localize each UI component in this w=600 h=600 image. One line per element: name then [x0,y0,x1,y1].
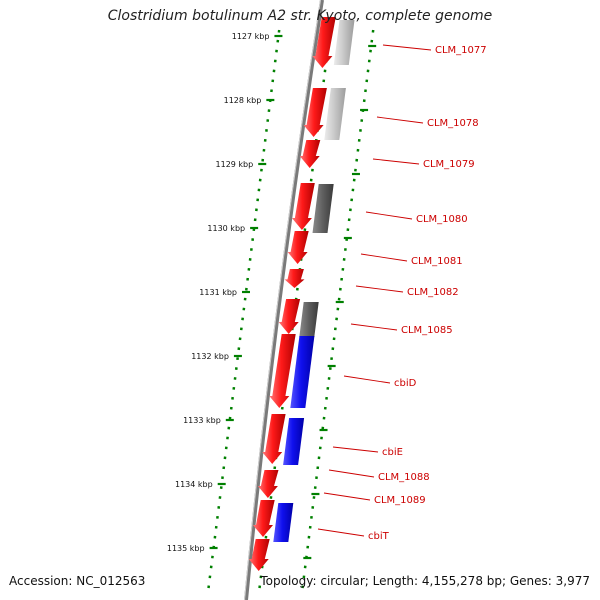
gene-arrow-clm-1077 [312,17,336,68]
gene-label: CLM_1089 [374,495,426,506]
label-leader-line [355,285,404,293]
gene-arrow-clm-1080 [291,183,315,230]
label-leader-line [317,528,365,537]
scale-tick-label: 1132 kbp [191,352,229,361]
partner-feature-light [333,20,355,65]
genome-title: Clostridium botulinum A2 str. Kyoto, com… [107,8,493,24]
label-leader-line [360,253,408,262]
label-leader-line [332,446,379,453]
scale-ticks: 1127 kbp 1128 kbp 1129 kbp 1130 kbp 1131 kbp… [167,32,377,560]
accession-text: Accession: NC_012563 [9,574,146,588]
gene-arrow-clm-1088 [257,470,279,498]
gene-arrow-cbit [248,539,270,571]
backbone-arc-highlight [244,0,321,600]
scale-tick-label: 1135 kbp [167,544,205,553]
gene-features [248,17,355,571]
dotted-track-inner-b [301,29,375,591]
gene-label: CLM_1078 [427,118,479,129]
backbone-arc [244,0,324,600]
label-leader-line [350,323,398,331]
label-leader-line [328,469,375,478]
partner-feature-light [324,88,346,140]
gene-label: cbiE [382,447,403,458]
gene-label: CLM_1079 [423,159,475,170]
topology-text: Topology: circular; Length: 4,155,278 bp… [260,574,590,588]
label-leader-line [323,492,371,501]
label-leader-line [365,211,413,220]
partner-feature-blue [273,503,294,542]
gene-label: CLM_1080 [416,214,468,225]
scale-tick-label: 1130 kbp [207,224,245,233]
gene-label: CLM_1085 [401,325,453,336]
partner-feature-dark [312,184,334,233]
gene-label: CLM_1077 [435,45,487,56]
scale-tick-label: 1134 kbp [175,480,213,489]
gene-arrow-clm-1079 [299,140,321,168]
gene-label: cbiT [368,531,390,542]
label-leader-line [382,44,432,51]
gene-label: cbiD [394,378,417,389]
label-leader-line [343,375,391,384]
dotted-track-outer [207,29,281,591]
gene-labels: CLM_1077 CLM_1078 CLM_1079 CLM_1080 CLM_1081… [317,44,487,542]
scale-tick-label: 1131 kbp [199,288,237,297]
partner-feature-blue [283,418,305,465]
gene-arrow-cbid [269,334,296,408]
label-leader-line [376,116,424,124]
gene-label: CLM_1082 [407,287,459,298]
partner-feature-dark [299,302,319,337]
gene-arrow-clm-1085 [278,299,301,334]
gene-arrow-clm-1082 [284,269,305,288]
scale-tick-label: 1129 kbp [216,160,254,169]
partner-feature-blue [290,336,315,408]
gene-arrow-cbie [262,414,286,464]
gene-label: CLM_1081 [411,256,463,267]
scale-tick-label: 1133 kbp [183,416,221,425]
gene-arrow-clm-1081 [287,231,309,264]
gene-arrow-clm-1078 [303,88,327,137]
label-leader-line [372,158,420,165]
gene-label: CLM_1088 [378,472,430,483]
scale-tick-label: 1127 kbp [232,32,270,41]
scale-tick-label: 1128 kbp [224,96,262,105]
gene-arrow-clm-1089 [253,500,275,537]
